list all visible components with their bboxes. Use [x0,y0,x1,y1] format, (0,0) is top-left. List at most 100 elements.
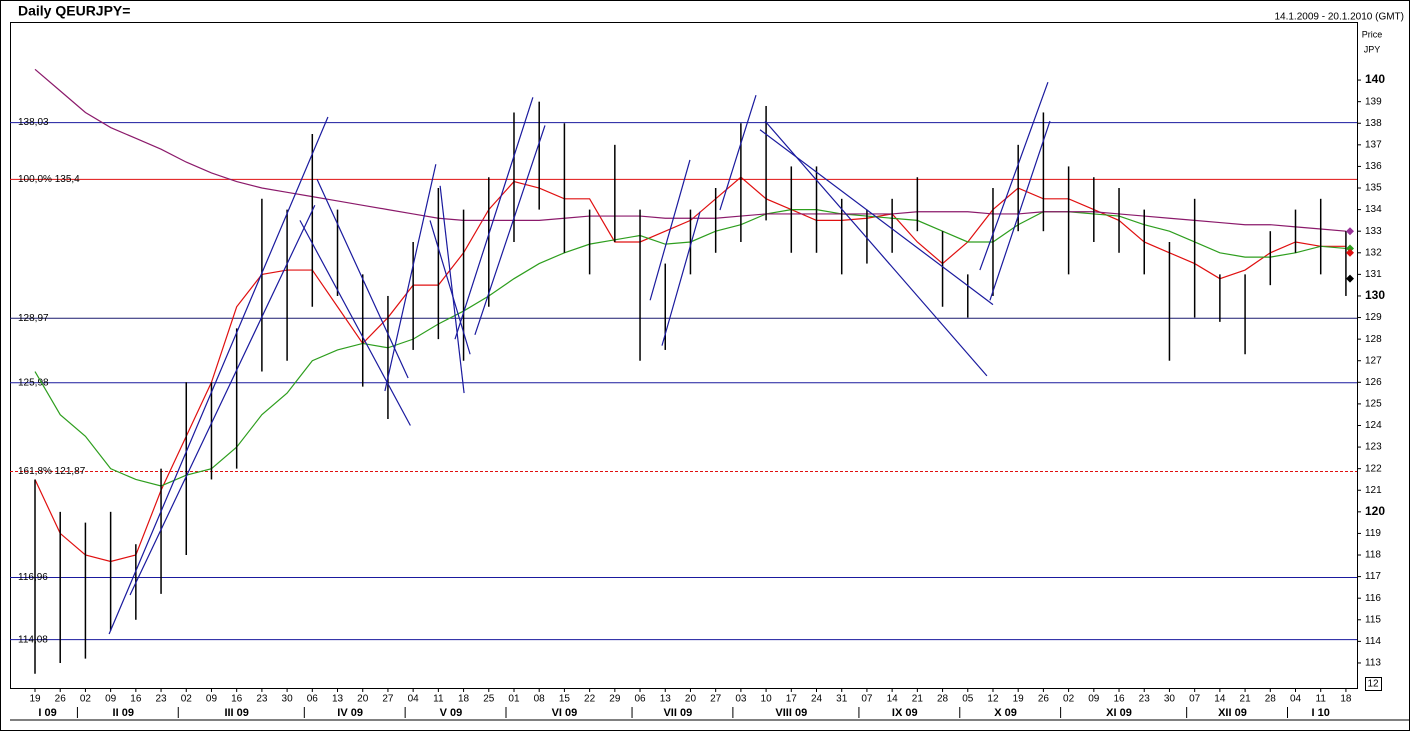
y-tick-label: 139 [1365,96,1382,107]
month-label: VI 09 [552,707,578,719]
month-label: I 10 [1312,707,1330,719]
y-tick-label: 117 [1365,571,1381,582]
y-tick-label: 124 [1365,420,1382,431]
level-label: 125,98 [18,377,49,388]
x-tick-label: 16 [130,694,142,705]
x-tick-label: 01 [508,694,520,705]
x-tick-label: 12 [987,694,999,705]
x-tick-label: 11 [1316,694,1327,705]
month-label: XII 09 [1218,707,1247,719]
month-label: IX 09 [892,707,918,719]
x-tick-label: 02 [181,694,193,705]
y-tick-label: 120 [1365,504,1385,518]
x-tick-label: 10 [761,694,773,705]
y-tick-label: 128 [1365,334,1382,345]
x-tick-label: 26 [55,694,67,705]
x-tick-label: 21 [1240,694,1252,705]
x-tick-label: 27 [710,694,722,705]
x-tick-label: 06 [634,694,646,705]
level-label: 100,0% 135,4 [18,174,80,185]
x-tick-label: 29 [609,694,621,705]
y-tick-label: 134 [1365,204,1382,215]
x-tick-label: 18 [458,694,470,705]
trend-line [439,185,465,394]
last-value-marker [1346,274,1354,283]
trend-line [384,164,437,392]
x-tick-label: 23 [256,694,268,705]
month-label: I 09 [38,707,56,719]
x-tick-label: 21 [912,694,924,705]
y-tick-label: 135 [1365,183,1382,194]
chart-title: Daily QEURJPY= [18,3,130,19]
month-label: XI 09 [1106,707,1132,719]
month-label: II 09 [113,707,134,719]
x-tick-label: 16 [231,694,243,705]
last-value-marker [1346,227,1354,236]
x-tick-label: 25 [483,694,495,705]
x-tick-label: 30 [282,694,294,705]
level-label: 138,03 [18,117,49,128]
month-label: III 09 [224,707,248,719]
trend-line [979,82,1049,271]
level-label: 128,97 [18,313,49,324]
x-tick-label: 18 [1340,694,1352,705]
month-label: X 09 [994,707,1017,719]
y-tick-label: 123 [1365,442,1382,453]
y-tick-label: 137 [1365,139,1382,150]
trend-line [108,116,329,635]
x-tick-label: 23 [155,694,167,705]
x-tick-label: 20 [357,694,369,705]
x-tick-label: 16 [1113,694,1125,705]
x-tick-label: 05 [962,694,974,705]
x-tick-label: 07 [1189,694,1201,705]
plot-frame [10,22,1358,689]
y-tick-label: 133 [1365,226,1382,237]
x-tick-label: 02 [80,694,92,705]
y-tick-label: 119 [1365,528,1381,539]
x-tick-label: 19 [29,694,41,705]
trend-line [649,159,691,301]
y-tick-label: 131 [1365,269,1382,280]
corner-box [1365,677,1382,691]
month-label: IV 09 [337,707,363,719]
y-tick-label: 130 [1365,288,1385,302]
month-label: VII 09 [663,707,692,719]
x-tick-label: 09 [206,694,218,705]
x-tick-label: 14 [887,694,899,705]
y-tick-label: 138 [1365,118,1382,129]
x-tick-label: 03 [735,694,747,705]
trend-line [759,129,994,306]
x-tick-label: 24 [811,694,823,705]
x-tick-label: 15 [559,694,571,705]
trend-line [764,120,988,377]
y-tick-label: 115 [1365,614,1381,625]
x-tick-label: 13 [332,694,344,705]
x-tick-label: 04 [408,694,420,705]
x-tick-label: 11 [433,694,444,705]
y-tick-label: 114 [1365,636,1381,647]
last-value-marker [1346,248,1354,257]
y-tick-label: 127 [1365,355,1382,366]
trend-line [129,205,316,596]
x-tick-label: 04 [1290,694,1302,705]
month-label: VIII 09 [775,707,807,719]
last-value-marker [1346,244,1354,253]
x-tick-label: 09 [1088,694,1100,705]
trend-line [474,125,546,336]
level-label: 116,96 [18,572,48,583]
x-tick-label: 06 [307,694,319,705]
x-tick-label: 26 [1038,694,1050,705]
y-tick-label: 116 [1365,593,1381,604]
x-tick-label: 13 [660,694,672,705]
trend-line [719,95,757,211]
x-tick-label: 23 [1139,694,1151,705]
trend-line [454,97,534,340]
trend-line [661,211,701,346]
level-label: 161,8% 121,87 [18,466,86,477]
x-tick-label: 28 [1265,694,1277,705]
y-tick-label: 126 [1365,377,1382,388]
y-tick-label: 136 [1365,161,1382,172]
month-label: V 09 [440,707,463,719]
